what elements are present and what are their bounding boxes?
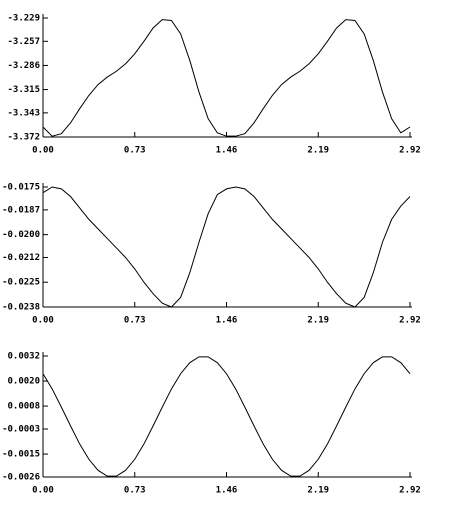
- x-tick-label: 0.00: [32, 486, 54, 496]
- y-tick-label: -0.0187: [2, 205, 40, 215]
- y-tick-label: 0.0020: [7, 377, 40, 387]
- y-tick-label: -0.0175: [2, 183, 40, 193]
- x-tick-label: 0.00: [32, 146, 54, 156]
- y-tick-label: -3.343: [7, 108, 40, 118]
- x-tick-label: 1.46: [216, 486, 238, 496]
- y-tick-label: 0.0032: [7, 352, 40, 362]
- y-tick-label: -0.0200: [2, 230, 40, 240]
- y-tick-label: -0.0225: [2, 278, 40, 288]
- y-tick-label: -0.0026: [2, 473, 40, 483]
- x-tick-label: 2.19: [307, 316, 329, 326]
- data-line: [42, 356, 411, 477]
- x-tick-label: 2.92: [399, 316, 421, 326]
- x-tick-label: 0.00: [32, 316, 54, 326]
- x-tick-label: 1.46: [216, 316, 238, 326]
- data-line: [42, 19, 411, 137]
- y-tick-label: -0.0238: [2, 303, 40, 313]
- x-tick-label: 2.19: [307, 486, 329, 496]
- y-tick-label: -3.286: [7, 61, 40, 71]
- y-tick-label: -0.0015: [2, 450, 40, 460]
- x-tick-label: 0.73: [124, 146, 146, 156]
- y-tick-label: -0.0212: [2, 253, 40, 263]
- x-tick-label: 0.73: [124, 316, 146, 326]
- data-line: [42, 186, 411, 308]
- x-tick-label: 1.46: [216, 146, 238, 156]
- y-tick-label: -0.0003: [2, 425, 40, 435]
- y-tick-label: -3.315: [7, 85, 40, 95]
- x-tick-label: 0.73: [124, 486, 146, 496]
- y-tick-label: 0.0008: [7, 402, 40, 412]
- x-tick-label: 2.92: [399, 146, 421, 156]
- y-tick-label: -3.372: [7, 133, 40, 143]
- y-tick-label: -3.257: [7, 37, 40, 47]
- x-tick-label: 2.19: [307, 146, 329, 156]
- y-tick-label: -3.229: [7, 14, 40, 24]
- x-tick-label: 2.92: [399, 486, 421, 496]
